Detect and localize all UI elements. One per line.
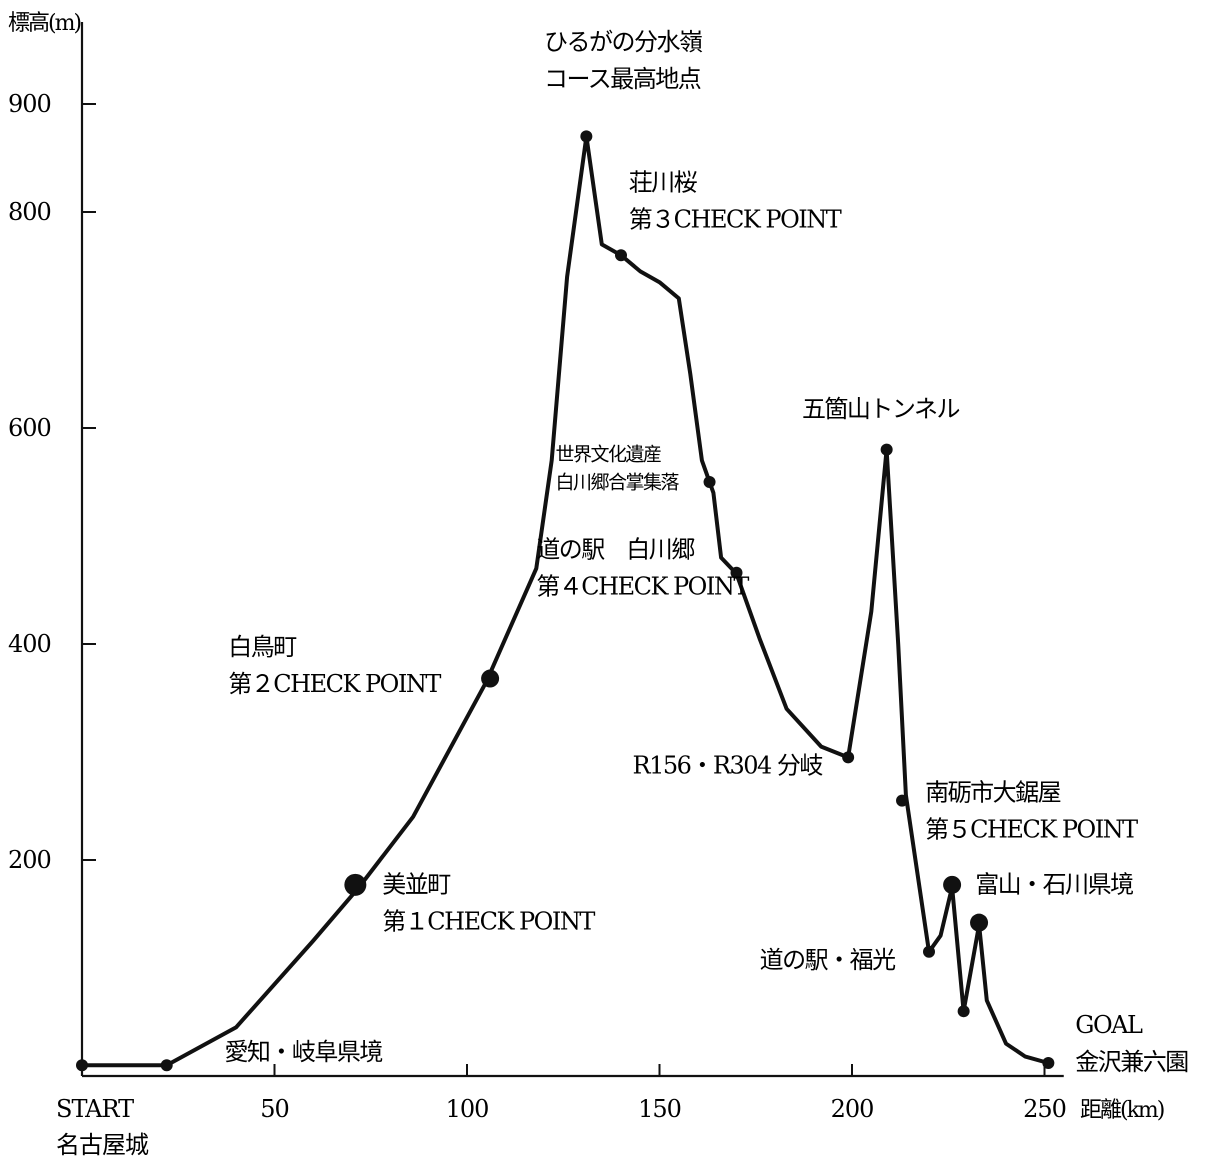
annotation-gokayama-tunnel-line-0: 五箇山トンネル [802,395,960,423]
annotation-hirugano-line-1: コース最高地点 [544,65,701,93]
axes: 標高(m) 距離(km) 200 400 600 800 900 START 50 100 150 2… [8,11,1166,1159]
start-subtitle: 名古屋城 [56,1131,149,1159]
y-tick-label-200: 200 [8,846,51,874]
x-tick-label-0: START [56,1095,134,1123]
x-tick-label-150: 150 [638,1095,681,1123]
annotation-goal-line-1: 金沢兼六園 [1075,1048,1188,1076]
marker-point-1 [160,1059,173,1072]
marker-point-8 [842,751,855,764]
annotation-toyama-ishikawa-border-line-0: 富山・石川県境 [975,870,1133,898]
annotation-nanto-oonokoya-line-0: 南砺市大鋸屋 [925,779,1060,807]
marker-point-15 [1042,1057,1055,1070]
marker-point-2 [344,873,367,896]
annotation-shokawa-line-0: 荘川桜 [629,168,698,196]
marker-point-5 [615,249,627,262]
x-tick-label-250: 250 [1023,1095,1066,1123]
annotation-r156-r304-line-0: R156・R304 分岐 [633,752,824,780]
annotation-goal-line-0: GOAL [1075,1011,1143,1039]
series-line-0 [80,134,1051,1068]
annotation-toyama-ishikawa-border: 富山・石川県境 [975,870,1134,898]
annotation-michinoeki-fukumitsu: 道の駅・福光 [760,946,898,974]
x-tick-label-100: 100 [446,1095,489,1123]
marker-point-11 [923,945,935,958]
x-axis-title: 距離(km) [1080,1098,1164,1123]
x-tick-label-200: 200 [831,1095,874,1123]
annotation-michinoeki-shirakawago-line-1: 第４CHECK POINT [536,573,749,601]
marker-point-6 [703,476,716,488]
marker-point-12 [943,875,962,894]
marker-point-9 [880,443,893,456]
marker-point-4 [580,130,593,143]
annotation-gokayama-tunnel: 五箇山トンネル [802,395,961,423]
marker-point-14 [970,913,989,932]
annotation-shirotori-line-0: 白鳥町 [228,633,297,661]
marker-point-10 [896,794,909,807]
y-tick-label-600: 600 [8,414,51,442]
annotation-mino-line-0: 美並町 [382,870,451,898]
annotation-r156-r304: R156・R304 分岐 [633,752,825,780]
annotation-nanto-oonokoya-line-1: 第５CHECK POINT [925,816,1138,844]
annotation-shirakawago-heritage-line-1: 白川郷合掌集落 [556,471,680,493]
marker-point-13 [957,1005,970,1018]
annotation-aichi-gifu-border: 愛知・岐阜県境 [224,1038,383,1066]
annotation-aichi-gifu-border-line-0: 愛知・岐阜県境 [224,1038,382,1066]
annotation-michinoeki-shirakawago-line-0: 道の駅 白川郷 [536,536,695,564]
checkpoint-markers [76,130,1055,1072]
marker-point-3 [481,669,500,688]
marker-point-0 [76,1059,88,1072]
y-axis-title: 標高(m) [8,11,80,36]
annotation-goal: GOAL 金沢兼六園 [1075,1011,1189,1076]
y-tick-label-400: 400 [8,630,51,658]
annotation-mino-line-1: 第１CHECK POINT [382,907,595,935]
annotation-hirugano-line-0: ひるがの分水嶺 [544,28,703,56]
y-tick-label-900: 900 [8,90,51,118]
marker-point-7 [730,566,743,579]
y-tick-label-800: 800 [8,198,51,226]
x-tick-label-50: 50 [260,1095,289,1123]
annotation-shokawa-line-1: 第３CHECK POINT [629,205,842,233]
annotation-shirakawago-heritage-line-0: 世界文化遺産 [556,443,662,465]
annotation-shirotori-line-1: 第２CHECK POINT [228,670,441,698]
annotation-michinoeki-fukumitsu-line-0: 道の駅・福光 [760,946,896,974]
elevation-series [80,134,1051,1068]
